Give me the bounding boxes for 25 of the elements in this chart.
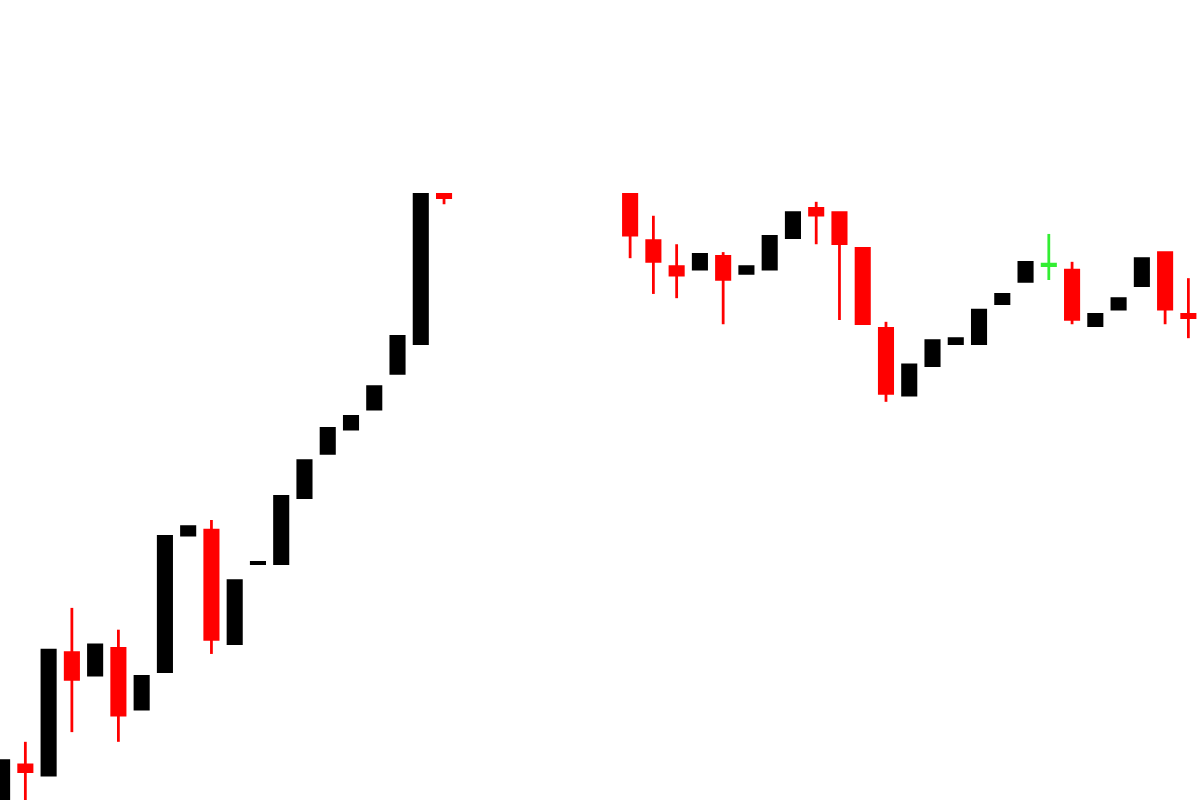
candlestick (366, 385, 383, 411)
candlestick (133, 674, 150, 711)
candlestick (412, 193, 429, 346)
candlestick (901, 363, 918, 397)
candlestick (924, 339, 941, 367)
candlestick (296, 459, 313, 500)
candlestick (854, 247, 871, 326)
candlestick (1087, 313, 1104, 327)
candlestick (1110, 297, 1127, 311)
candlestick (319, 427, 336, 455)
candlestick (389, 334, 406, 375)
candlestick (40, 648, 57, 777)
candlestick (738, 265, 755, 275)
candlestick (1017, 260, 1034, 283)
candlestick (970, 308, 988, 346)
candlestick (784, 211, 801, 240)
candlestick (273, 494, 290, 566)
candlestick (87, 643, 104, 677)
candlestick (180, 525, 197, 537)
candlestick (994, 293, 1011, 306)
candlestick (226, 579, 243, 646)
candlestick (947, 337, 964, 346)
candlestick (1133, 257, 1150, 287)
candlestick (761, 234, 778, 271)
candlestick (156, 534, 173, 673)
